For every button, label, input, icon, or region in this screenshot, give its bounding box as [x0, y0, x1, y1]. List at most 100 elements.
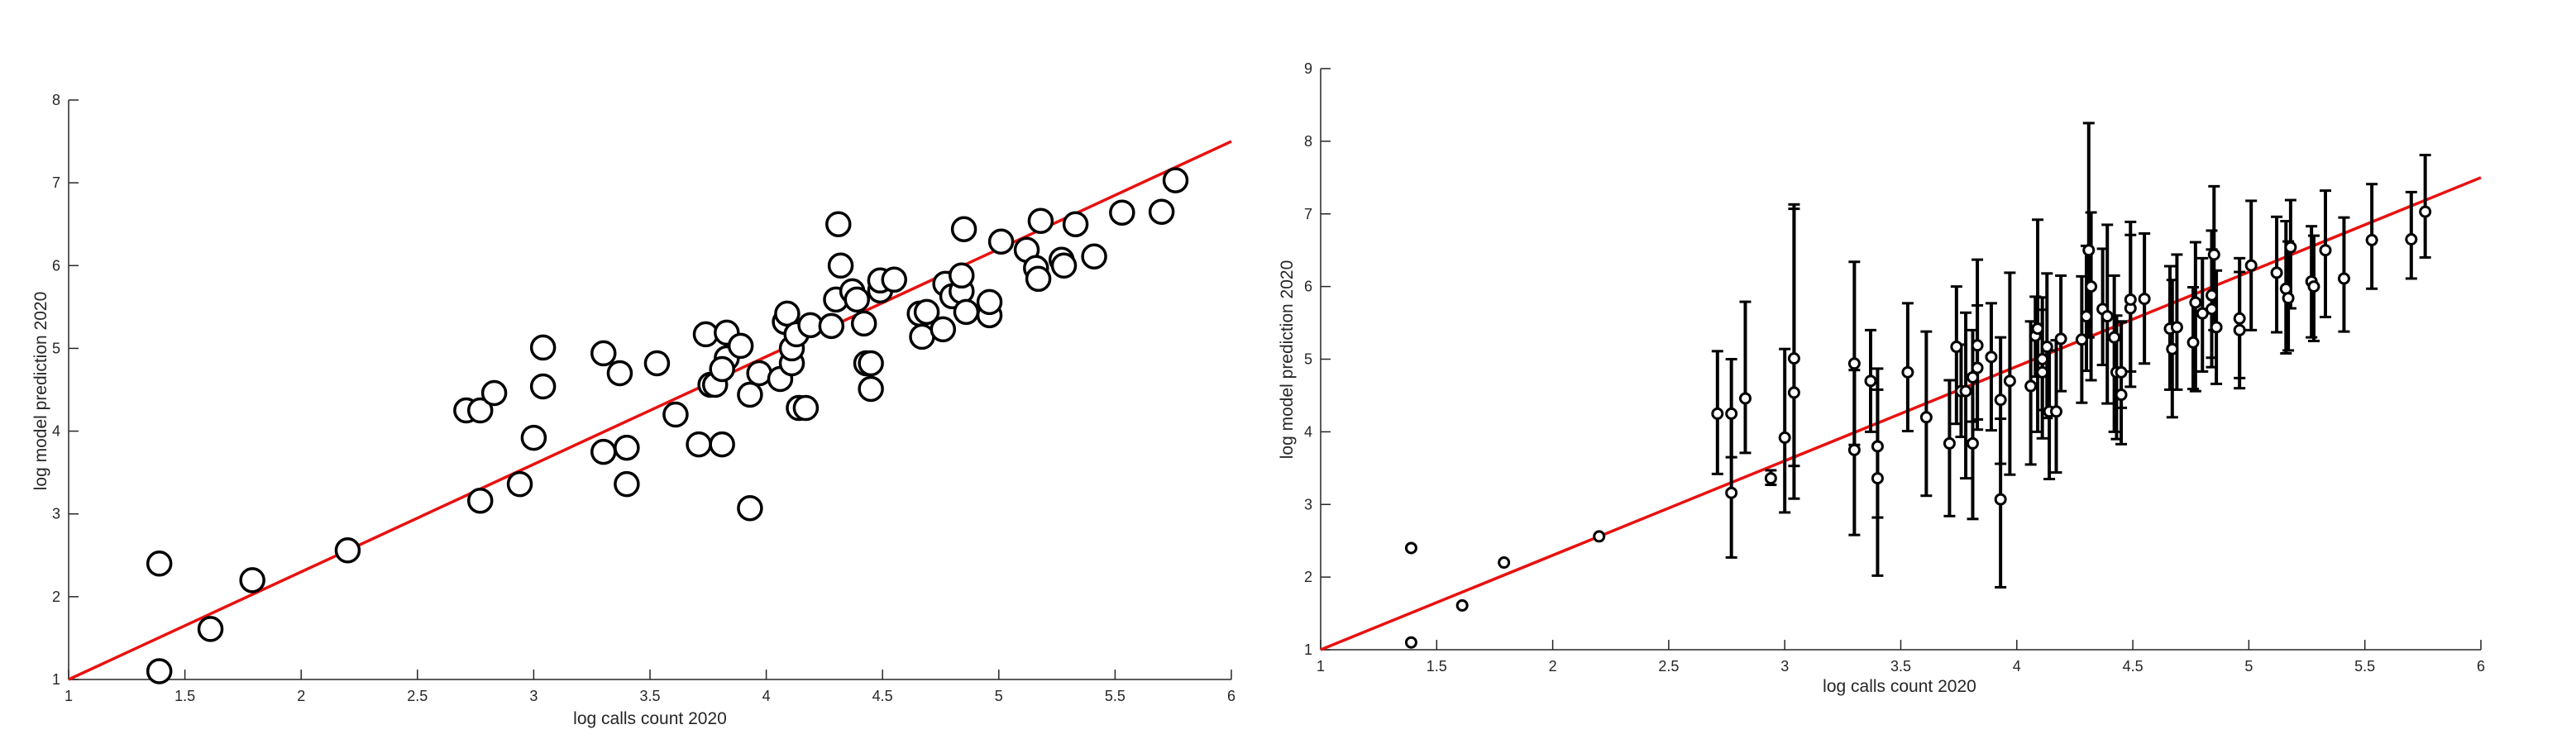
data-point [727, 332, 754, 360]
data-point [1148, 198, 1175, 225]
data-point [2170, 321, 2183, 334]
x-tick-label: 4 [762, 688, 771, 704]
x-tick-label: 3 [529, 688, 538, 704]
y-tick-label: 4 [52, 423, 60, 440]
data-point [606, 360, 633, 387]
data-point [1025, 265, 1052, 293]
data-point [774, 300, 801, 327]
data-point [1725, 486, 1738, 499]
data-point [614, 470, 640, 498]
data-point [1050, 252, 1078, 279]
data-point [2186, 336, 2200, 349]
data-point [737, 494, 763, 522]
data-point [2189, 296, 2202, 309]
y-tick-label: 8 [1304, 133, 1312, 150]
data-point [506, 470, 533, 498]
data-point [2282, 292, 2295, 305]
data-point [2040, 341, 2053, 354]
data-point [2050, 405, 2063, 418]
data-point [1787, 352, 1800, 365]
y-tick-label: 2 [52, 589, 60, 605]
data-point [2337, 272, 2350, 285]
data-point [2075, 333, 2088, 346]
data-point [1971, 361, 1984, 374]
x-tick-label: 1 [1317, 658, 1325, 675]
data-point [976, 288, 1003, 316]
data-point [614, 434, 640, 461]
data-point [709, 355, 735, 383]
data-point [746, 360, 772, 387]
x-tick-label: 2.5 [407, 688, 428, 704]
data-point [2085, 280, 2098, 293]
x-tick-label: 4 [2013, 658, 2021, 675]
data-point [2108, 331, 2121, 344]
data-point [2024, 379, 2038, 393]
data-point [1901, 365, 1914, 379]
data-point [1919, 411, 1933, 424]
data-point [2405, 233, 2418, 246]
data-point [590, 340, 617, 367]
data-point [2166, 342, 2179, 355]
data-point [197, 616, 224, 642]
y-axis-label: log model prediction 2020 [31, 292, 50, 491]
data-point [2031, 322, 2044, 336]
data-point [1847, 357, 1861, 370]
y-tick-label: 5 [1304, 351, 1312, 368]
data-point [950, 216, 977, 242]
data-point [1994, 393, 2007, 407]
y-tick-label: 7 [52, 174, 60, 191]
data-point [662, 401, 689, 428]
data-point [930, 316, 957, 343]
y-tick-label: 3 [1304, 496, 1312, 513]
data-point [1959, 384, 1972, 398]
data-point [2082, 244, 2096, 257]
data-point [987, 228, 1015, 255]
data-point [2319, 244, 2332, 257]
data-point [2270, 266, 2283, 279]
y-tick-label: 7 [1304, 206, 1312, 222]
x-tick-label: 5.5 [2354, 658, 2375, 675]
right-errorbar-panel: log calls count 2020 log model predictio… [1278, 60, 2485, 696]
y-tick-label: 8 [52, 92, 60, 108]
y-axis-label: log model prediction 2020 [1278, 260, 1297, 460]
data-point [881, 266, 908, 293]
y-tick-label: 6 [1304, 279, 1312, 295]
data-point [480, 379, 508, 407]
x-axis-label: log calls count 2020 [1823, 677, 1976, 696]
data-point [686, 431, 712, 458]
data-point [466, 487, 494, 514]
x-tick-label: 2 [297, 688, 305, 704]
data-point [1593, 530, 1606, 543]
left-scatter-panel: log calls count 2020 log model predictio… [31, 92, 1235, 728]
data-point [1711, 407, 1724, 420]
data-point [2307, 280, 2320, 293]
data-point [2365, 233, 2378, 246]
data-point [1081, 243, 1107, 270]
data-point [858, 350, 884, 377]
data-point [1404, 541, 1417, 555]
x-tick-label: 5 [2244, 658, 2253, 675]
data-point [844, 286, 871, 313]
data-point [2080, 310, 2093, 323]
data-point [2284, 241, 2297, 254]
data-point [2244, 259, 2258, 272]
data-point [1871, 472, 1884, 485]
data-point [2206, 303, 2219, 316]
y-tick-label: 9 [1304, 60, 1312, 77]
data-point [818, 312, 845, 340]
data-point [466, 397, 494, 424]
data-point [949, 262, 975, 289]
data-point [2003, 374, 2016, 388]
data-point [1985, 350, 1998, 364]
data-point [1943, 436, 1956, 450]
x-tick-label: 1.5 [1427, 658, 1447, 675]
data-point [1966, 436, 1979, 450]
y-tick-label: 3 [52, 506, 60, 522]
data-point [792, 394, 820, 422]
x-tick-label: 6 [1227, 688, 1235, 704]
data-point [2100, 310, 2114, 323]
data-point [146, 658, 173, 684]
data-point [520, 424, 547, 451]
data-point [1994, 493, 2007, 506]
